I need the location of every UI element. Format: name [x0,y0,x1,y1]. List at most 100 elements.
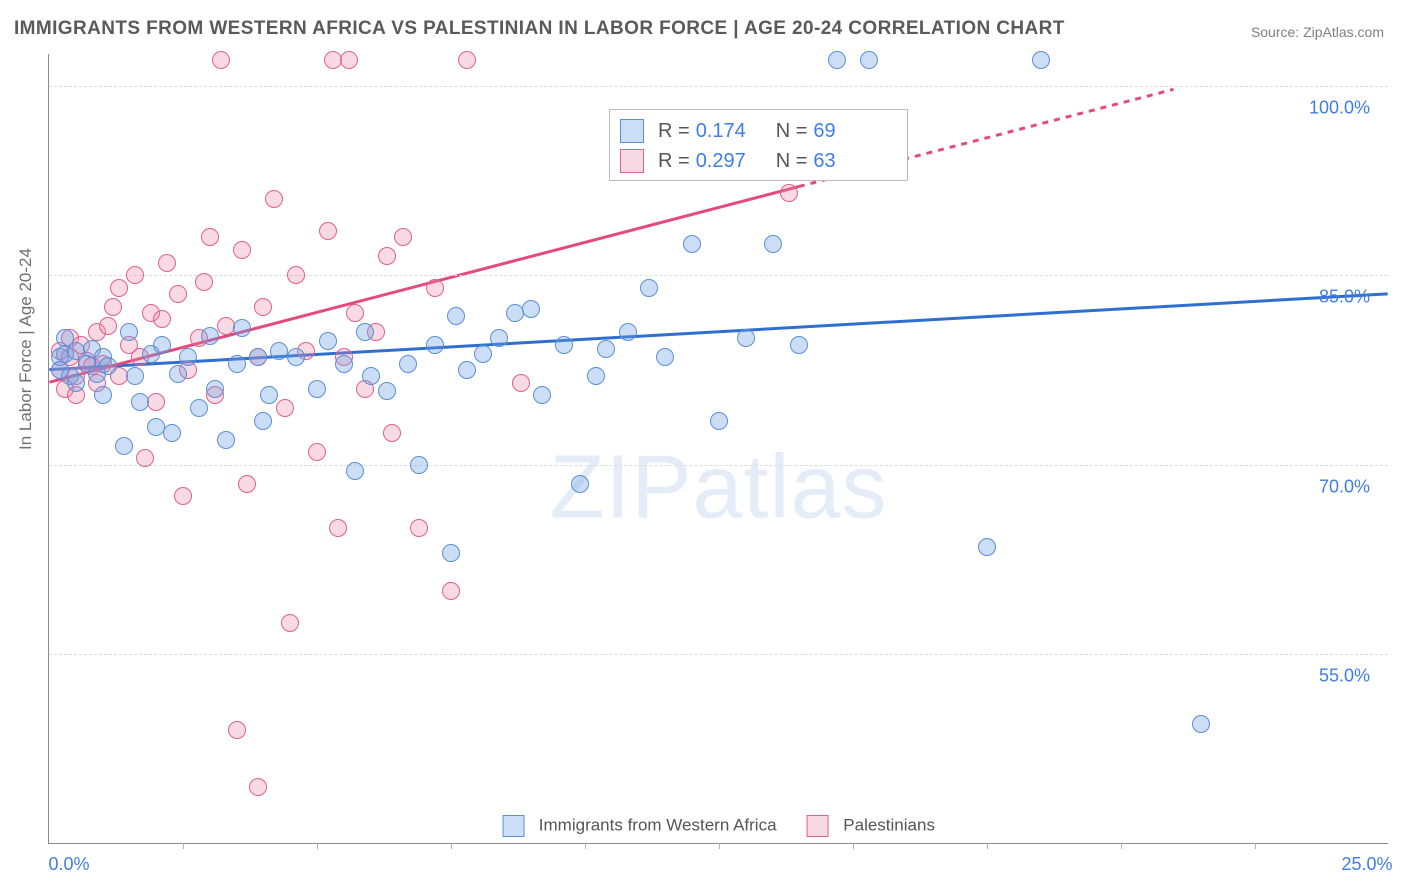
correlation-legend: R = 0.174 N = 69 R = 0.297 N = 63 [609,109,908,181]
scatter-point-wafrica [490,329,508,347]
scatter-point-palest [287,266,305,284]
scatter-point-wafrica [426,336,444,354]
y-axis-label: In Labor Force | Age 20-24 [16,248,36,450]
legend-n-label: N = [776,150,808,173]
scatter-point-wafrica [656,348,674,366]
scatter-point-palest [233,241,251,259]
scatter-point-palest [276,399,294,417]
scatter-point-wafrica [249,348,267,366]
scatter-point-wafrica [131,393,149,411]
scatter-point-wafrica [163,424,181,442]
legend-r-value-wafrica: 0.174 [696,120,756,143]
scatter-point-palest [265,190,283,208]
legend-swatch-palest [807,815,829,837]
scatter-point-palest [238,475,256,493]
scatter-point-palest [153,310,171,328]
xtick-minor [1255,843,1256,849]
scatter-point-wafrica [1192,715,1210,733]
scatter-point-palest [426,279,444,297]
scatter-point-wafrica [710,412,728,430]
scatter-point-palest [104,298,122,316]
xtick-minor [317,843,318,849]
scatter-point-wafrica [587,367,605,385]
scatter-point-palest [174,487,192,505]
scatter-point-wafrica [67,374,85,392]
scatter-point-palest [99,317,117,335]
watermark: ZIPatlas [549,436,887,539]
scatter-point-wafrica [169,365,187,383]
scatter-point-palest [512,374,530,392]
scatter-point-palest [340,51,358,69]
scatter-point-palest [442,582,460,600]
scatter-point-palest [212,51,230,69]
legend-swatch-wafrica [502,815,524,837]
legend-n-label: N = [776,120,808,143]
scatter-point-palest [383,424,401,442]
scatter-point-wafrica [126,367,144,385]
scatter-point-wafrica [287,348,305,366]
legend-row-palest: R = 0.297 N = 63 [620,146,893,176]
scatter-point-wafrica [233,319,251,337]
scatter-point-palest [254,298,272,316]
legend-swatch-palest [620,149,644,173]
scatter-point-wafrica [346,462,364,480]
xtick-minor [183,843,184,849]
scatter-point-palest [329,519,347,537]
scatter-point-wafrica [260,386,278,404]
legend-row-wafrica: R = 0.174 N = 69 [620,116,893,146]
scatter-point-wafrica [120,323,138,341]
scatter-point-wafrica [458,361,476,379]
xtick-label: 0.0% [48,854,89,875]
scatter-point-palest [394,228,412,246]
scatter-point-wafrica [790,336,808,354]
legend-r-label: R = [658,150,690,173]
scatter-point-palest [308,443,326,461]
scatter-point-wafrica [319,332,337,350]
scatter-point-wafrica [737,329,755,347]
scatter-point-wafrica [399,355,417,373]
scatter-point-palest [378,247,396,265]
legend-label-palest: Palestinians [843,815,935,834]
scatter-point-palest [319,222,337,240]
legend-r-value-palest: 0.297 [696,150,756,173]
scatter-point-wafrica [1032,51,1050,69]
scatter-point-palest [110,279,128,297]
scatter-point-wafrica [99,357,117,375]
scatter-point-palest [228,721,246,739]
scatter-point-wafrica [206,380,224,398]
xtick-label: 25.0% [1341,854,1392,875]
ytick-label: 55.0% [1319,666,1370,687]
scatter-point-wafrica [533,386,551,404]
scatter-point-wafrica [442,544,460,562]
scatter-point-palest [169,285,187,303]
scatter-point-wafrica [597,340,615,358]
gridline-h [49,654,1388,655]
legend-item-wafrica: Immigrants from Western Africa [502,815,776,837]
watermark-atlas: atlas [692,437,887,537]
xtick-minor [451,843,452,849]
scatter-point-palest [346,304,364,322]
scatter-point-wafrica [201,327,219,345]
scatter-point-wafrica [978,538,996,556]
xtick-minor [585,843,586,849]
scatter-point-wafrica [410,456,428,474]
scatter-point-wafrica [179,348,197,366]
scatter-point-wafrica [153,336,171,354]
scatter-point-wafrica [362,367,380,385]
legend-item-palest: Palestinians [807,815,935,837]
scatter-point-palest [249,778,267,796]
xtick-minor [987,843,988,849]
scatter-point-palest [281,614,299,632]
scatter-point-palest [147,393,165,411]
scatter-point-wafrica [619,323,637,341]
scatter-point-wafrica [860,51,878,69]
legend-swatch-wafrica [620,119,644,143]
series-legend: Immigrants from Western Africa Palestini… [494,813,943,839]
scatter-point-wafrica [640,279,658,297]
scatter-point-palest [158,254,176,272]
scatter-point-wafrica [522,300,540,318]
xtick-minor [1121,843,1122,849]
scatter-point-wafrica [474,345,492,363]
scatter-point-wafrica [571,475,589,493]
scatter-point-wafrica [308,380,326,398]
